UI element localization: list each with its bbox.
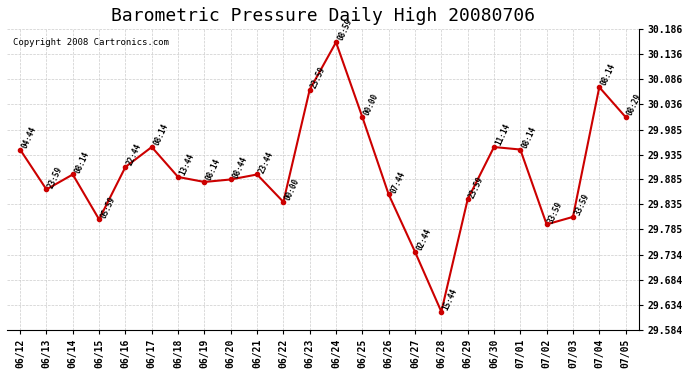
Text: 08:44: 08:44: [230, 155, 248, 180]
Text: 22:44: 22:44: [126, 142, 144, 167]
Text: 33:59: 33:59: [546, 200, 564, 224]
Text: 02:44: 02:44: [415, 227, 433, 252]
Text: 13:44: 13:44: [178, 152, 196, 177]
Text: Copyright 2008 Cartronics.com: Copyright 2008 Cartronics.com: [13, 38, 169, 47]
Text: 04:44: 04:44: [20, 125, 38, 150]
Text: 08:14: 08:14: [600, 62, 618, 87]
Text: 23:59: 23:59: [468, 175, 486, 200]
Text: 08:29: 08:29: [626, 92, 644, 117]
Text: 08:14: 08:14: [72, 150, 90, 174]
Text: 08:59: 08:59: [336, 18, 354, 42]
Text: 08:14: 08:14: [520, 125, 538, 150]
Title: Barometric Pressure Daily High 20080706: Barometric Pressure Daily High 20080706: [111, 7, 535, 25]
Text: 23:44: 23:44: [257, 150, 275, 174]
Text: 05:59: 05:59: [99, 195, 117, 219]
Text: 08:14: 08:14: [204, 157, 222, 182]
Text: 23:59: 23:59: [310, 65, 328, 90]
Text: 07:44: 07:44: [388, 170, 406, 194]
Text: 23:59: 23:59: [46, 165, 64, 189]
Text: 00:00: 00:00: [362, 92, 380, 117]
Text: 00:00: 00:00: [284, 177, 302, 202]
Text: 11:14: 11:14: [494, 122, 512, 147]
Text: 15:44: 15:44: [442, 287, 460, 312]
Text: 08:14: 08:14: [152, 122, 170, 147]
Text: 33:59: 33:59: [573, 192, 591, 217]
